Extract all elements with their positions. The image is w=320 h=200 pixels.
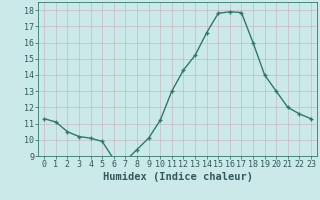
X-axis label: Humidex (Indice chaleur): Humidex (Indice chaleur) xyxy=(103,172,252,182)
